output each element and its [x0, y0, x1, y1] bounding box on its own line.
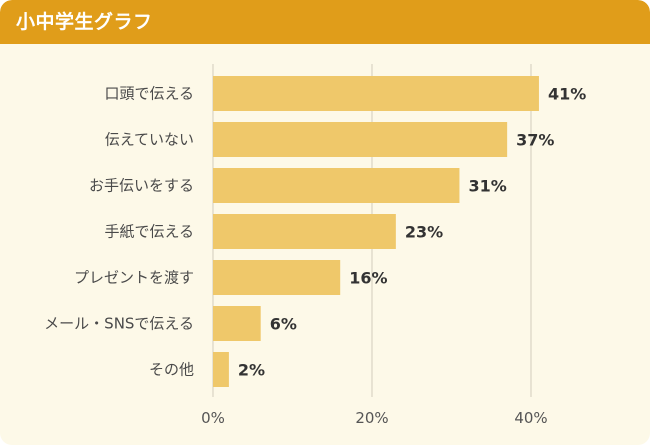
category-label: その他 [149, 361, 194, 379]
category-label: 口頭で伝える [104, 85, 194, 103]
x-tick-label: 20% [355, 409, 388, 427]
bar [213, 76, 539, 111]
bar [213, 306, 261, 341]
value-label: 37% [516, 131, 554, 150]
value-label: 6% [270, 315, 297, 334]
chart-header: 小中学生グラフ [0, 0, 650, 44]
bar [213, 352, 229, 387]
bar [213, 168, 460, 203]
value-label: 41% [548, 85, 586, 104]
category-label: メール・SNSで伝える [44, 315, 194, 333]
category-label: お手伝いをする [89, 177, 194, 195]
value-label: 2% [238, 361, 265, 380]
x-tick-label: 40% [514, 409, 547, 427]
bar [213, 214, 396, 249]
value-label: 16% [349, 269, 387, 288]
bar [213, 260, 341, 295]
category-label: 伝えていない [105, 131, 194, 149]
bar [213, 122, 508, 157]
chart-title: 小中学生グラフ [16, 11, 153, 33]
category-label: 手紙で伝える [104, 223, 194, 241]
value-label: 31% [468, 177, 506, 196]
x-tick-label: 0% [201, 409, 225, 427]
category-label: プレゼントを渡す [74, 269, 194, 287]
value-label: 23% [405, 223, 443, 242]
